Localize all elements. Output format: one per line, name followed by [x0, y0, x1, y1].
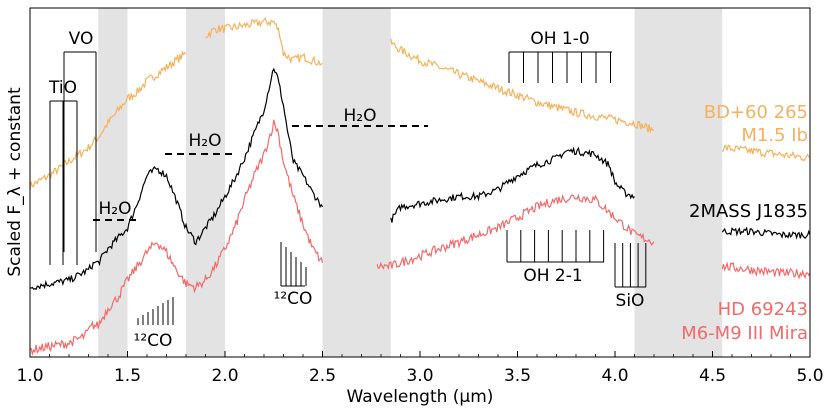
series-label-2mass: 2MASS J1835: [689, 201, 808, 222]
annotation-co-2: ¹²CO: [274, 289, 313, 309]
spectrum-line: [205, 16, 323, 67]
series-labels: BD+60 265 M1.5 Ib 2MASS J1835 HD 69243 M…: [681, 102, 808, 344]
x-tick-label: 5.0: [796, 366, 823, 386]
annotation-sio: SiO: [616, 291, 645, 311]
shaded-band: [98, 8, 128, 357]
feature-annotations: TiO VO H₂O H₂O H₂O ¹²CO ¹²CO OH 1-0 OH 2…: [48, 29, 647, 351]
x-tick-label: 2.0: [211, 366, 238, 386]
annotation-co-1: ¹²CO: [134, 331, 173, 351]
shaded-bands: [98, 8, 723, 357]
spectrum-line: [29, 50, 187, 191]
annotation-vo: VO: [69, 29, 94, 49]
x-tick-label: 1.5: [114, 366, 141, 386]
series-label-hd69243-line2: M6-M9 III Mira: [681, 323, 808, 344]
annotation-h2o-2: H₂O: [189, 131, 222, 151]
spectrum-line: [376, 193, 655, 270]
annotation-h2o-3: H₂O: [344, 106, 377, 126]
annotation-oh-21: OH 2-1: [523, 266, 582, 286]
spectrum-line: [390, 146, 635, 223]
spectrum-line: [721, 226, 811, 240]
shaded-band: [322, 8, 391, 357]
x-axis: 1.0 1.5 2.0 2.5 3.0 3.5 4.0 4.5 5.0: [16, 351, 824, 386]
spectrum-line: [721, 261, 811, 280]
spectrum-line: [30, 67, 324, 290]
annotation-oh-10: OH 1-0: [530, 29, 589, 49]
shaded-band: [186, 8, 225, 357]
y-axis-label: Scaled F_λ + constant: [5, 87, 25, 277]
spectra-series: [29, 16, 811, 356]
x-axis-label: Wavelength (μm): [347, 387, 494, 407]
series-label-bd60-line2: M1.5 Ib: [741, 125, 808, 146]
x-tick-label: 1.0: [16, 366, 43, 386]
x-tick-label: 2.5: [309, 366, 336, 386]
spectrum-line: [29, 119, 324, 356]
series-label-hd69243-line1: HD 69243: [718, 299, 808, 320]
x-tick-label: 4.5: [699, 366, 726, 386]
annotation-tio: TiO: [48, 78, 77, 98]
spectrum-line: [390, 38, 655, 134]
x-tick-label: 3.5: [504, 366, 531, 386]
x-tick-label: 3.0: [406, 366, 433, 386]
x-tick-label: 4.0: [601, 366, 628, 386]
annotation-h2o-1: H₂O: [99, 199, 132, 219]
spectrum-line: [721, 144, 811, 162]
shaded-band: [634, 8, 723, 357]
series-label-bd60-line1: BD+60 265: [704, 102, 808, 123]
